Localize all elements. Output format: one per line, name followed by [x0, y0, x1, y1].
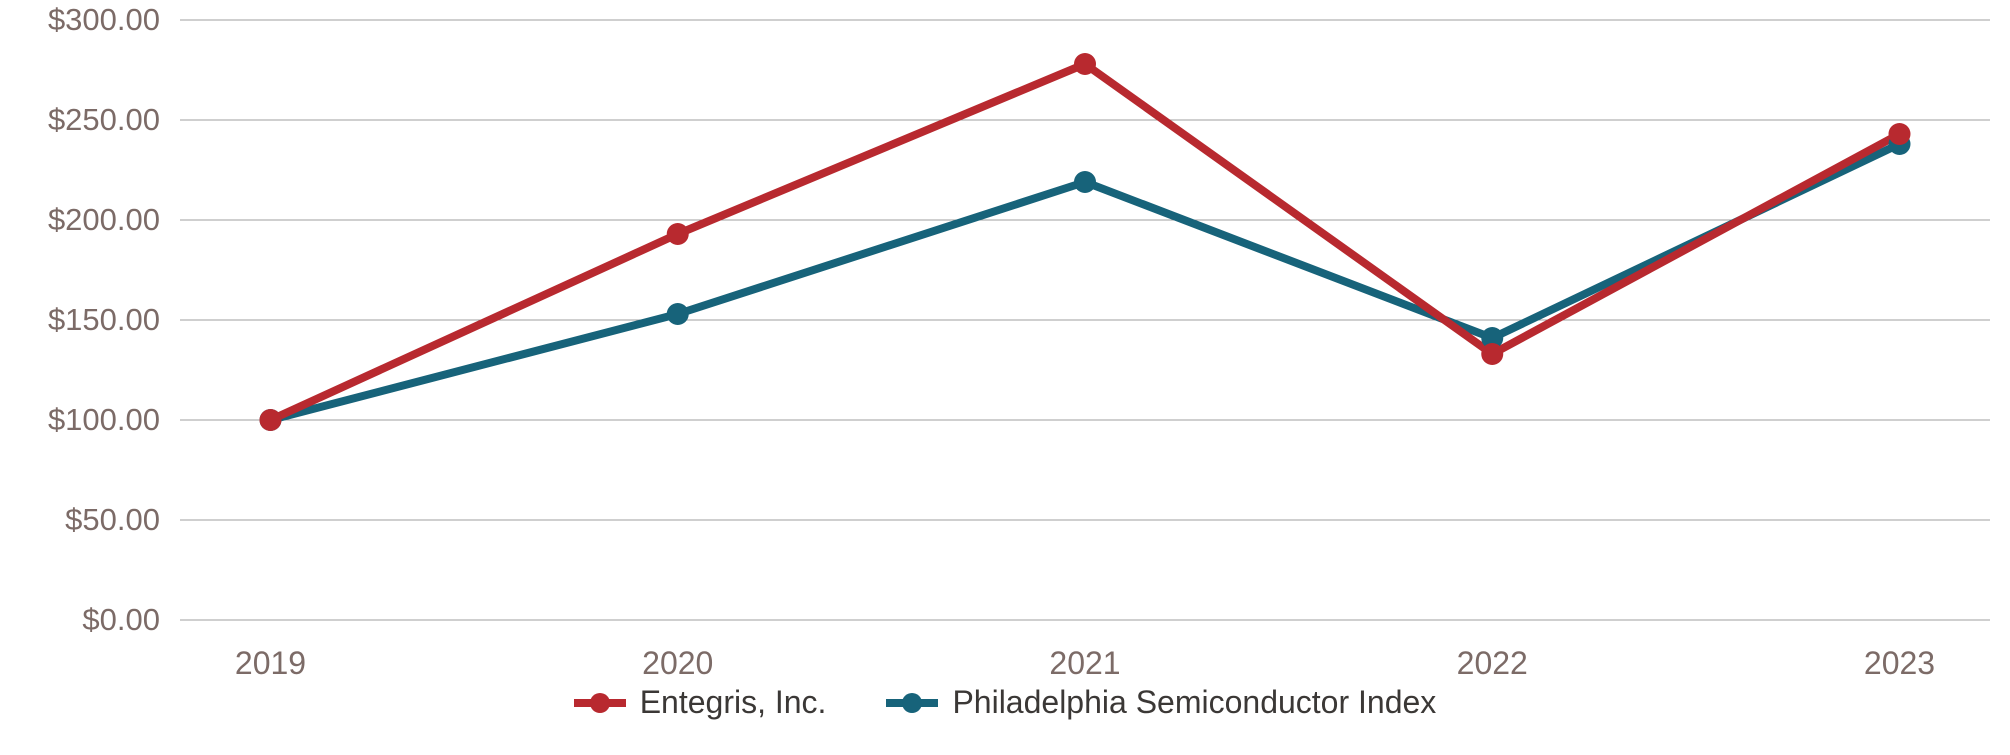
- series-marker: [1481, 343, 1503, 365]
- chart-svg: $0.00 $50.00 $100.00 $150.00 $200.00 $250.00 $…: [0, 0, 2010, 755]
- legend-label: Entegris, Inc.: [640, 684, 827, 721]
- legend-swatch: [574, 693, 626, 713]
- y-tick-label: $50.00: [65, 502, 160, 537]
- y-tick-label: $300.00: [48, 2, 160, 37]
- x-tick-label: 2022: [1457, 645, 1528, 681]
- line-chart: $0.00 $50.00 $100.00 $150.00 $200.00 $250.00 $…: [0, 0, 2010, 755]
- y-tick-label: $0.00: [82, 602, 160, 637]
- legend-swatch: [886, 693, 938, 713]
- legend-item: Philadelphia Semiconductor Index: [886, 684, 1436, 721]
- y-tick-label: $100.00: [48, 402, 160, 437]
- chart-legend: Entegris, Inc. Philadelphia Semiconductor…: [0, 684, 2010, 721]
- x-tick-label: 2021: [1049, 645, 1120, 681]
- x-tick-label: 2019: [235, 645, 306, 681]
- series-marker: [1074, 53, 1096, 75]
- series-marker: [1074, 171, 1096, 193]
- y-tick-label: $250.00: [48, 102, 160, 137]
- x-tick-label: 2020: [642, 645, 713, 681]
- series-marker: [1889, 123, 1911, 145]
- x-tick-label: 2023: [1864, 645, 1935, 681]
- legend-label: Philadelphia Semiconductor Index: [952, 684, 1436, 721]
- series-marker: [667, 223, 689, 245]
- series-marker: [667, 303, 689, 325]
- series-marker: [260, 409, 282, 431]
- legend-item: Entegris, Inc.: [574, 684, 827, 721]
- y-tick-label: $200.00: [48, 202, 160, 237]
- y-tick-label: $150.00: [48, 302, 160, 337]
